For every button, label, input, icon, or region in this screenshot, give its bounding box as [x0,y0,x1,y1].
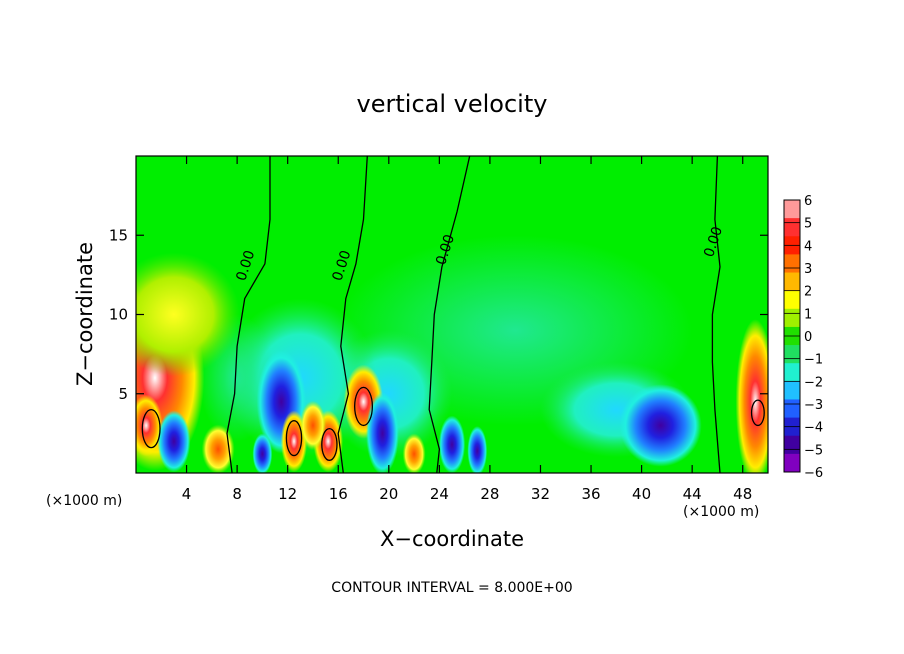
x-tick-label: 32 [531,485,550,503]
x-tick-label: 36 [581,485,600,503]
colorbar-swatch [784,200,800,219]
closed-contour [141,408,161,449]
closed-contour [354,386,374,427]
field-feature [438,415,466,473]
x-tick-label: 8 [232,485,242,503]
y-tick-label: 10 [109,306,128,324]
colorbar-label: 1 [804,307,812,322]
x-tick-label: 48 [733,485,752,503]
colorbar-swatch [784,399,800,419]
y-axis-label: Z−coordinate [73,242,97,386]
colorbar-swatch [784,218,800,237]
field-features [136,235,768,473]
colorbar-label: −5 [804,443,823,458]
colorbar-swatch [784,453,800,473]
field-feature [201,424,235,473]
chart-title: vertical velocity [357,90,548,118]
colorbar-label: 3 [804,262,812,277]
x-unit-right: (×1000 m) [683,504,759,520]
closed-contour [285,420,303,457]
colorbar-swatch [784,381,800,400]
colorbar-swatch [784,435,800,455]
field-feature [252,433,273,473]
field-feature [619,384,702,467]
x-axis-label: X−coordinate [380,527,524,551]
colorbar-label: −4 [804,421,823,436]
colorbar-label: −1 [804,353,823,368]
field-feature [467,426,488,473]
x-tick-label: 12 [278,485,297,503]
zero-contour [711,156,721,473]
x-tick-label: 4 [182,485,192,503]
colorbar-label: 5 [804,217,812,232]
field-feature [136,394,163,457]
colorbar-swatch [784,290,800,310]
field-feature [136,252,240,377]
zero-contour [428,156,471,473]
contour-interval-note: CONTOUR INTERVAL = 8.000E+00 [331,580,572,596]
colorbar-label: −2 [804,375,823,390]
x-tick-label: 24 [430,485,449,503]
colorbar-label: 2 [804,285,812,300]
colorbar-label: −3 [804,398,823,413]
x-tick-label: 16 [329,485,348,503]
colorbar-label: 0 [804,330,812,345]
colorbar-swatch [784,345,800,364]
y-tick-label: 5 [118,385,128,403]
x-axis-ticks: 4 8 12 16 20 24 28 32 36 40 44 48 [182,156,752,503]
field-feature [735,319,768,473]
zero-contour [337,156,368,473]
plot-area [136,156,768,473]
x-tick-label: 44 [683,485,702,503]
colorbar-swatch [784,254,800,274]
field-feature [366,392,399,473]
x-tick-label: 28 [480,485,499,503]
x-tick-label: 40 [632,485,651,503]
x-tick-label: 20 [379,485,398,503]
colorbar-swatch [784,272,800,292]
y-tick-label: 15 [109,226,128,244]
colorbar-swatch [784,308,800,328]
field-feature [299,400,327,451]
field-feature [402,433,426,473]
zero-contours [141,156,765,473]
colorbar: 6 5 4 3 2 1 0 −1 −2 −3 −4 −5 −6 [783,194,823,481]
colorbar-label: 4 [804,239,812,254]
zero-contour [226,156,271,473]
colorbar-swatch [784,363,800,382]
x-unit-left: (×1000 m) [46,493,122,509]
colorbar-label: 6 [804,194,812,209]
closed-contour [750,399,765,427]
colorbar-label: −6 [804,466,823,481]
y-axis-ticks: 5 10 15 [109,226,768,403]
field-feature [157,410,191,473]
closed-contour [321,427,338,461]
